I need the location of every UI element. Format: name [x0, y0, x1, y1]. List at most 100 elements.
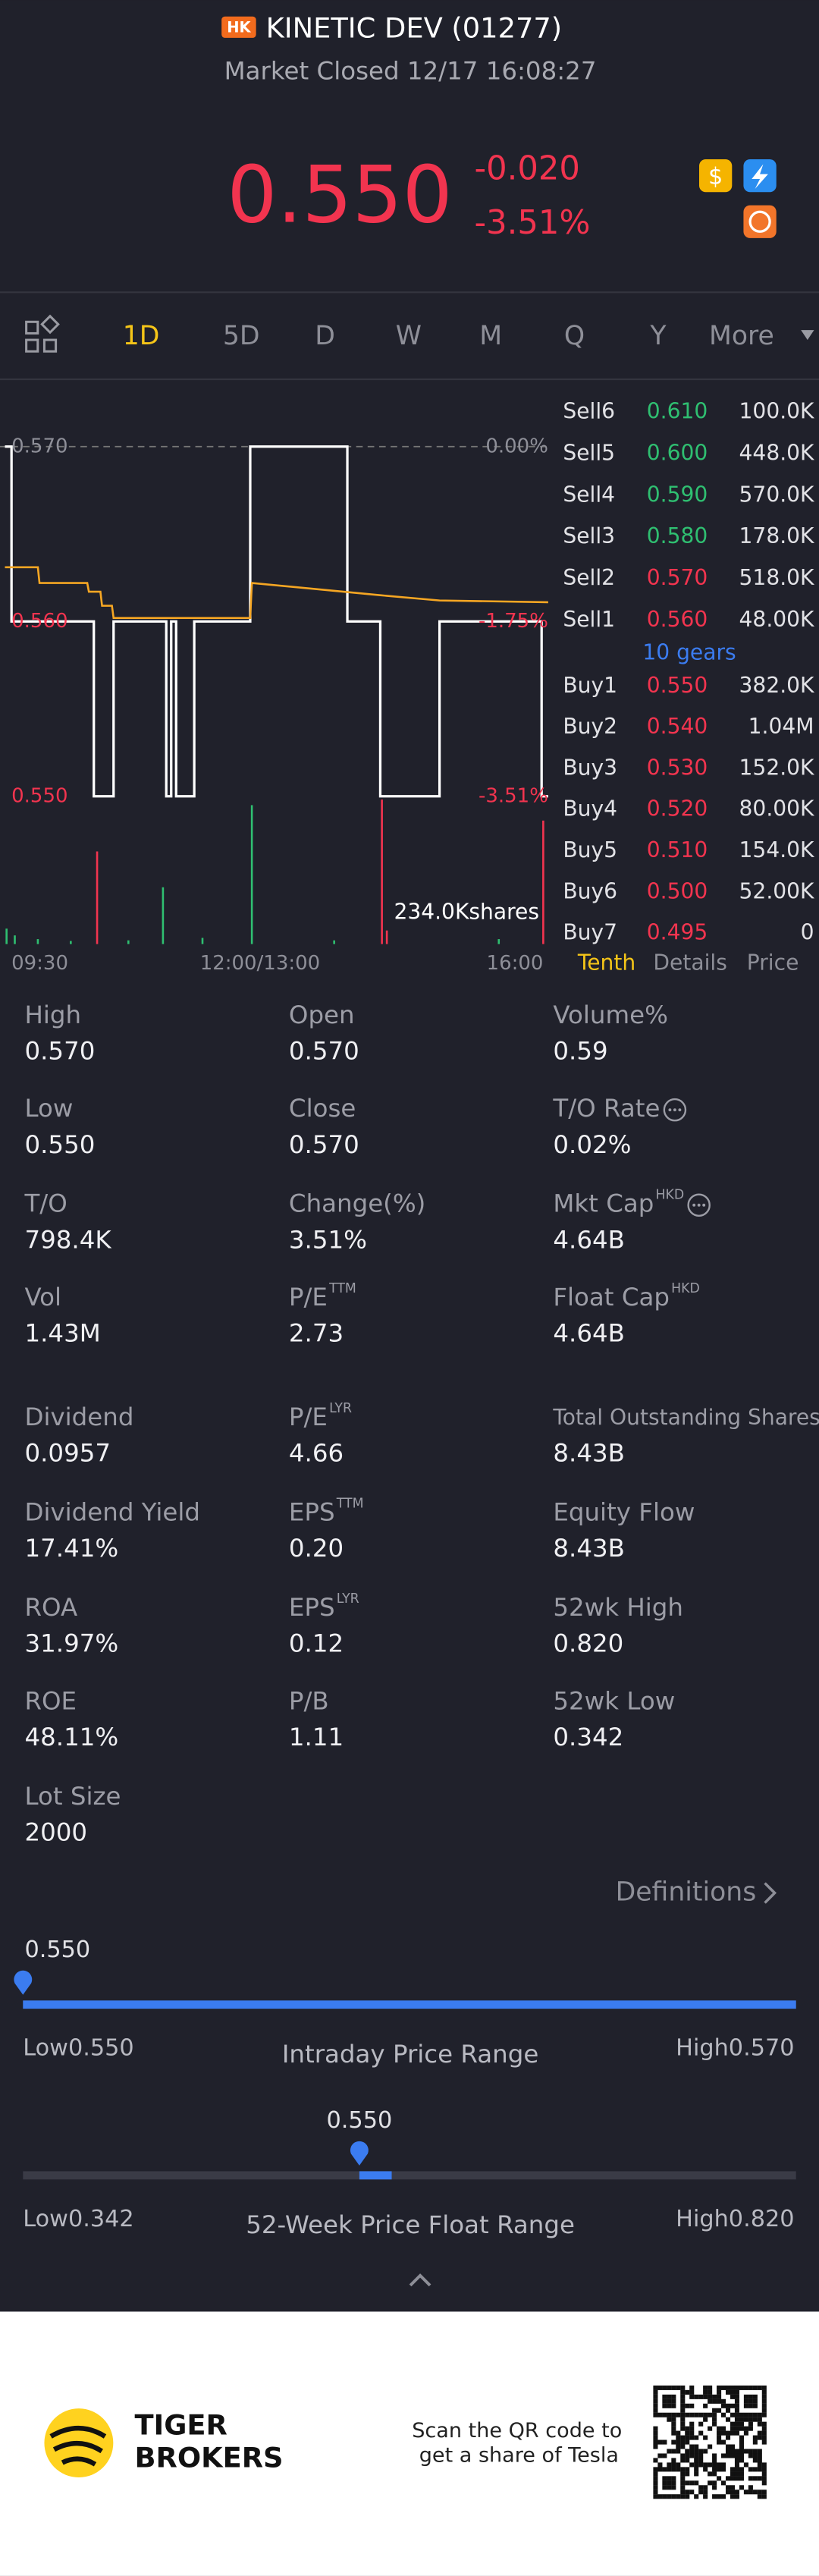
qr-cell — [712, 2394, 717, 2399]
qr-cell — [757, 2453, 762, 2458]
book-volume: 0 — [801, 920, 814, 945]
qr-cell — [671, 2417, 676, 2422]
qr-cell — [752, 2439, 758, 2445]
icon-dollar[interactable] — [699, 159, 733, 193]
period-tab[interactable]: Y — [649, 321, 667, 351]
period-tab[interactable]: W — [396, 321, 422, 351]
qr-cell — [734, 2389, 740, 2395]
qr-cell — [698, 2490, 704, 2495]
book-tab[interactable]: Details — [653, 950, 727, 975]
book-label: Sell1 — [563, 607, 615, 632]
qr-cell — [662, 2403, 667, 2408]
book-volume: 154.0K — [739, 837, 816, 862]
stat-label: Equity Flow — [553, 1498, 695, 1527]
info-dot — [692, 1203, 696, 1207]
qr-cell — [680, 2394, 686, 2399]
qr-cell — [725, 2389, 731, 2395]
qr-cell — [694, 2467, 699, 2472]
qr-cell — [725, 2385, 731, 2390]
qr-cell — [685, 2439, 690, 2445]
qr-cell — [667, 2394, 672, 2399]
book-label: Buy3 — [563, 755, 617, 780]
qr-cell — [653, 2403, 658, 2408]
range-day-segment — [23, 2000, 796, 2009]
book-price: 0.500 — [647, 878, 708, 903]
qr-cell — [680, 2421, 686, 2427]
gears-toggle[interactable]: 10 gears — [642, 639, 736, 664]
qr-cell — [757, 2412, 762, 2417]
qr-cell — [761, 2471, 767, 2477]
qr-cell — [734, 2426, 740, 2431]
qr-cell — [734, 2494, 740, 2499]
period-tab[interactable]: 1D — [123, 321, 160, 351]
qr-cell — [725, 2476, 731, 2481]
qr-cell — [730, 2385, 736, 2390]
icon-swap[interactable] — [743, 205, 777, 238]
qr-cell — [752, 2394, 758, 2399]
qr-cell — [676, 2449, 681, 2454]
book-price: 0.570 — [647, 565, 708, 590]
layout-icon[interactable] — [25, 314, 60, 353]
stat-value: 0.342 — [553, 1723, 623, 1751]
stat-value: 0.570 — [289, 1036, 359, 1065]
qr-cell — [730, 2494, 736, 2499]
stat-value: 0.550 — [24, 1130, 95, 1159]
qr-cell — [717, 2426, 722, 2431]
qr-cell — [752, 2449, 758, 2454]
qr-cell — [761, 2385, 767, 2390]
qr-cell — [734, 2408, 740, 2413]
qr-cell — [761, 2412, 767, 2417]
period-tab[interactable]: Q — [564, 321, 585, 351]
qr-cell — [717, 2408, 722, 2413]
qr-cell — [662, 2385, 667, 2390]
period-tab[interactable]: M — [479, 321, 502, 351]
volume-bar — [201, 938, 204, 944]
qr-cell — [757, 2476, 762, 2481]
collapse-chevron[interactable] — [409, 2273, 431, 2287]
icon-glyph: $ — [708, 163, 723, 190]
qr-cell — [676, 2430, 681, 2436]
qr-cell — [698, 2458, 704, 2463]
qr-cell — [671, 2412, 676, 2417]
qr-cell — [721, 2467, 726, 2472]
pct-tick-label: -3.51% — [479, 784, 548, 807]
period-tab[interactable]: More — [709, 321, 774, 351]
stat-label: T/O Rate — [552, 1094, 660, 1123]
stat-label: 52wk High — [553, 1593, 683, 1622]
book-label: Sell5 — [563, 440, 615, 465]
qr-cell — [676, 2385, 681, 2390]
qr-cell — [708, 2389, 713, 2395]
qr-cell — [730, 2421, 736, 2427]
qr-cell — [752, 2435, 758, 2440]
book-volume: 570.0K — [739, 482, 816, 507]
qr-cell — [676, 2439, 681, 2445]
qr-cell — [667, 2485, 672, 2490]
qr-cell — [721, 2399, 726, 2404]
qr-cell — [730, 2467, 736, 2472]
period-tab[interactable]: 5D — [223, 321, 260, 351]
qr-cell — [703, 2389, 708, 2395]
qr-cell — [667, 2462, 672, 2468]
info-icon[interactable] — [663, 1098, 687, 1122]
book-tab[interactable]: Tenth — [577, 950, 635, 975]
period-tab[interactable]: D — [315, 321, 335, 351]
stat-value: 2.73 — [289, 1319, 344, 1348]
qr-cell — [761, 2490, 767, 2495]
book-label: Buy1 — [563, 673, 617, 698]
book-volume: 448.0K — [739, 440, 816, 465]
range-low-prefix: Low — [23, 2206, 68, 2232]
info-icon[interactable] — [687, 1193, 711, 1217]
qr-cell — [761, 2421, 767, 2427]
qr-cell — [752, 2385, 758, 2390]
qr-cell — [653, 2399, 658, 2404]
qr-cell — [739, 2426, 744, 2431]
volume-bar — [381, 800, 383, 944]
brand-text: BROKERS — [134, 2442, 283, 2474]
definitions-link[interactable]: Definitions — [616, 1877, 757, 1908]
qr-cell — [739, 2412, 744, 2417]
book-tab[interactable]: Price — [747, 950, 799, 975]
qr-cell — [667, 2494, 672, 2499]
book-price: 0.520 — [647, 796, 708, 821]
qr-cell — [671, 2458, 676, 2463]
